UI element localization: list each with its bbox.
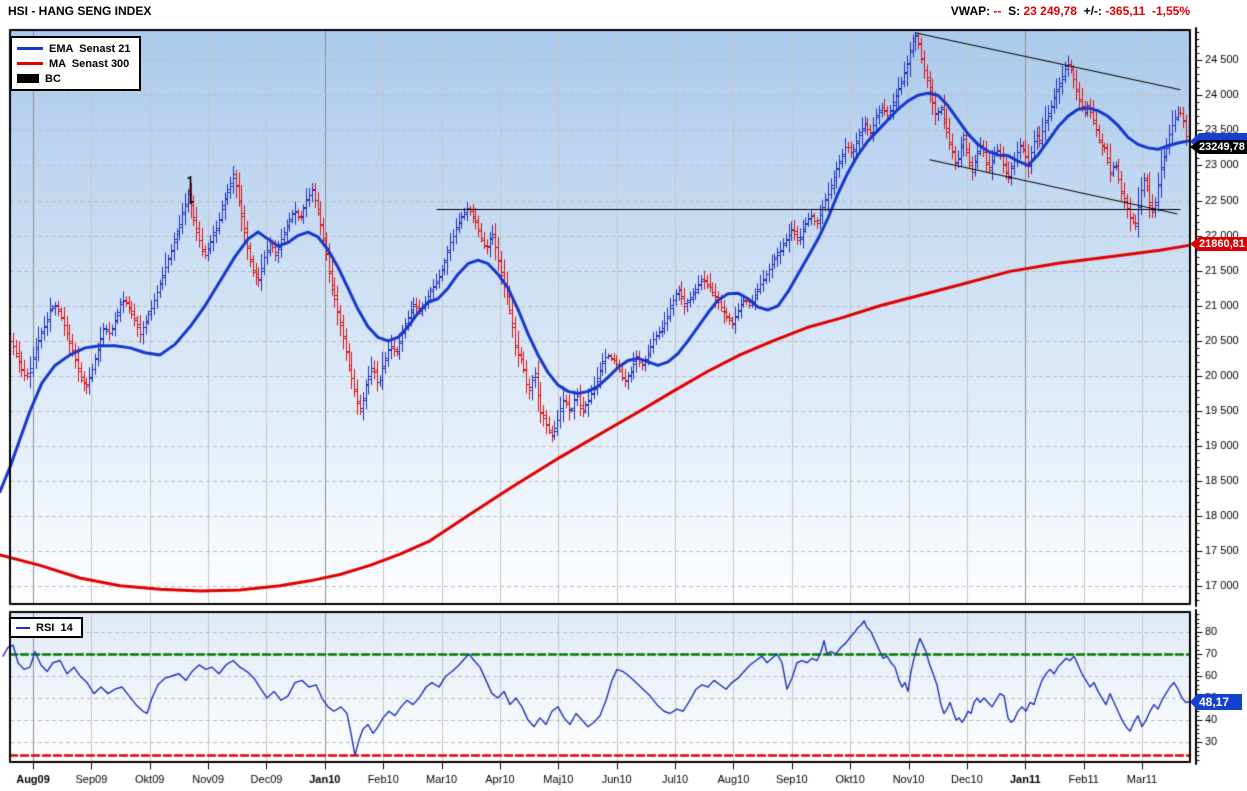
rsi-line-icon — [16, 626, 30, 629]
ma-line-icon — [17, 62, 43, 65]
ma-axis-tag: 21860,81 — [1190, 237, 1247, 251]
last-price-axis-tag: 23249,78 — [1190, 140, 1247, 154]
legend-rsi-label: RSI 14 — [36, 621, 73, 634]
last-label: S: — [1008, 4, 1021, 18]
vwap-label: VWAP: — [950, 4, 991, 18]
ema-line-icon — [17, 47, 43, 50]
legend-ema-label: EMA Senast 21 — [49, 42, 131, 55]
bc-box-icon — [17, 74, 39, 83]
change-value: -365,11 — [1105, 4, 1146, 18]
last-value: 23 249,78 — [1023, 4, 1077, 18]
vwap-value: -- — [993, 4, 1002, 18]
legend-bc-label: BC — [45, 72, 61, 85]
page-title: HSI - HANG SENG INDEX — [8, 4, 152, 18]
legend-item-ma: MA Senast 300 — [17, 56, 131, 71]
main-chart-legend: EMA Senast 21 MA Senast 300 BC — [10, 36, 141, 91]
legend-ma-label: MA Senast 300 — [49, 57, 130, 70]
change-label: +/-: — [1083, 4, 1102, 18]
quote-summary: VWAP: -- S: 23 249,78 +/-: -365,11 -1,55… — [951, 4, 1190, 18]
rsi-legend: RSI 14 — [9, 617, 83, 638]
change-pct: -1,55% — [1151, 4, 1190, 18]
rsi-axis-tag: 48,17 — [1190, 694, 1242, 710]
legend-item-ema: EMA Senast 21 — [17, 41, 131, 56]
legend-item-bc: BC — [17, 71, 131, 86]
legend-item-rsi: RSI 14 — [16, 620, 73, 635]
